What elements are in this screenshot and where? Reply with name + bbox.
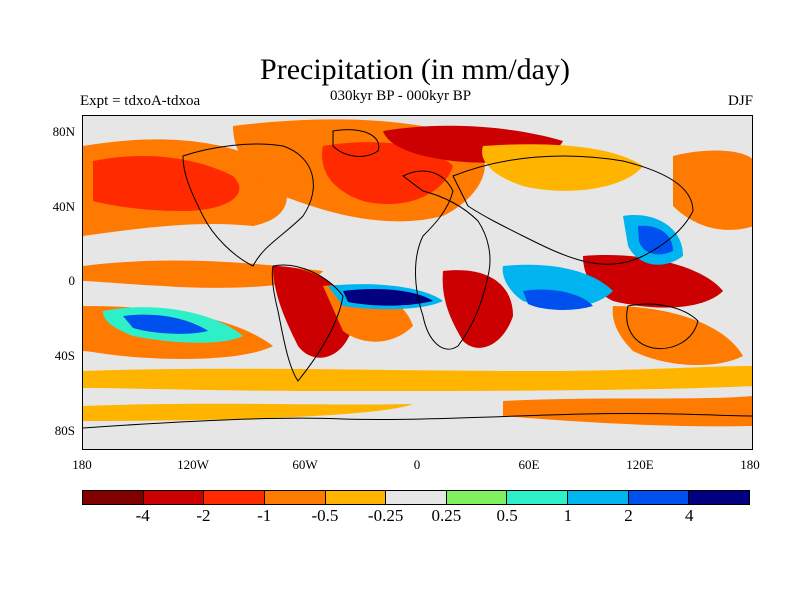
lat-label-40s: 40S [54,348,75,363]
lon-label-120w: 120W [177,457,209,472]
colorbar-label: -4 [135,506,150,525]
positive-anomaly-patches [103,215,683,343]
africa-dry-core [442,270,513,348]
colorbar-segment [143,491,205,504]
south-america-coastline [271,264,344,382]
colorbar-label: 4 [685,506,694,525]
colorbar-segment [264,491,326,504]
colorbar-segment [446,491,508,504]
season-label: DJF [727,93,753,109]
north-pacific-dry-core [93,156,240,211]
colorbar-label: 0.25 [431,506,462,525]
europe-africa-coastline [402,170,491,350]
map-subtitle: 030kyr BP - 000kyr BP [330,88,472,104]
precipitation-map [82,115,753,450]
west-pacific-wet-core [638,225,673,255]
experiment-label: Expt = tdxoA-tdxoa [80,93,201,109]
colorbar-label: -2 [196,506,211,525]
lon-label-180e: 180 [740,457,760,472]
lat-label-0: 0 [68,273,76,288]
southern-ocean-dry-band [83,366,752,391]
lon-label-60e: 60E [518,457,540,472]
australia-dry-band [612,306,743,366]
colorbar-segment [628,491,690,504]
equatorial-pacific-dry-band [83,260,323,288]
south-pacific-wet-core [123,314,208,334]
lon-label-120e: 120E [626,457,654,472]
antarctica-coastline [83,412,752,429]
north-america-coastline [182,143,314,267]
colorbar-segment [83,491,144,504]
eurasia-dry-band [482,144,643,191]
indian-ocean-wet-core [523,289,593,310]
australia-coastline [626,303,699,350]
lon-label-0: 0 [413,457,421,472]
colorbar-label: -0.25 [367,506,404,525]
colorbar-segment [689,491,750,504]
lon-label-60w: 60W [292,457,318,472]
colorbar-label: 2 [624,506,633,525]
antarctic-dry-band [83,403,413,421]
lon-label-180w: 180 [72,457,92,472]
antarctic-edge-dry-band [503,396,752,427]
colorbar [82,490,750,505]
map-title: Precipitation (in mm/day) [260,53,570,86]
colorbar-label: 1 [563,506,573,525]
colorbar-label: -1 [257,506,272,525]
maritime-continent-dry-core [583,255,723,308]
colorbar-label: 0.5 [496,506,518,525]
colorbar-label: -0.5 [311,506,339,525]
map-canvas [83,119,752,429]
lat-label-80n: 80N [52,124,75,139]
lat-label-80s: 80S [54,423,75,438]
colorbar-segment [386,491,447,504]
asia-coastline [452,155,694,265]
greenland-coastline [332,129,380,157]
colorbar-segment [325,491,387,504]
colorbar-segment [568,491,629,504]
coastlines [83,129,752,429]
equatorial-atlantic-wet-core [343,289,433,306]
lat-label-40n: 40N [52,199,75,214]
colorbar-segment [204,491,265,504]
colorbar-segment [507,491,569,504]
